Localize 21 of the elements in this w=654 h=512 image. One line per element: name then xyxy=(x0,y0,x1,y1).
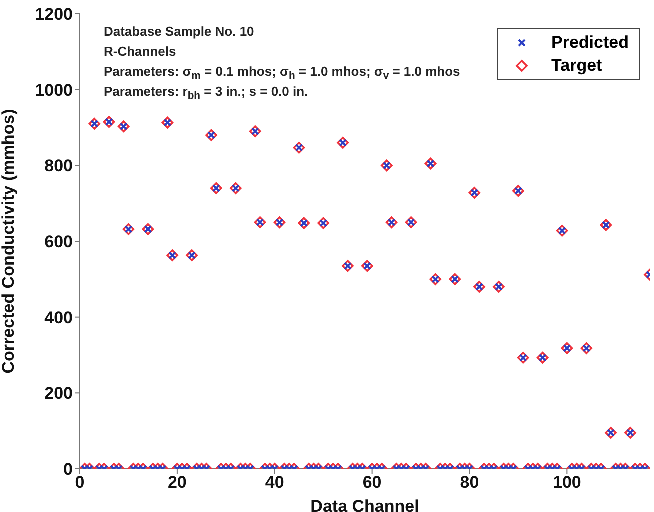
annotation: Database Sample No. 10 xyxy=(104,24,254,39)
y-tick-label: 800 xyxy=(44,156,73,176)
legend-label: Target xyxy=(552,56,602,76)
annotation: Parameters: σ$_{m}$ = 0.1 mhos; σ$_{h}$ = 1.0 mhos; σ$_{v}$ = 1.0 mhos xyxy=(104,64,460,82)
y-tick-label: 0 xyxy=(64,460,73,480)
annotation: Parameters: r$_{bh}$ = 3 in.; s = 0.0 in. xyxy=(104,84,308,102)
x-tick-label: 40 xyxy=(265,473,284,492)
annotation: R-Channels xyxy=(104,44,176,59)
x-tick-label: 20 xyxy=(168,473,187,492)
legend-label: Predicted xyxy=(552,32,629,52)
y-tick-label: 200 xyxy=(44,384,73,404)
y-tick-label: 1200 xyxy=(35,5,73,24)
x-axis-title: Data Channel xyxy=(310,497,420,512)
y-axis-title: Corrected Conductivity (mmhos) xyxy=(0,109,18,374)
x-tick-label: 100 xyxy=(552,473,582,492)
y-tick-label: 400 xyxy=(44,308,73,328)
y-tick-label: 600 xyxy=(44,232,73,252)
y-tick-label: 1000 xyxy=(35,80,73,100)
x-tick-label: 80 xyxy=(460,473,480,492)
x-tick-label: 60 xyxy=(362,473,382,492)
x-tick-label: 0 xyxy=(75,473,85,492)
